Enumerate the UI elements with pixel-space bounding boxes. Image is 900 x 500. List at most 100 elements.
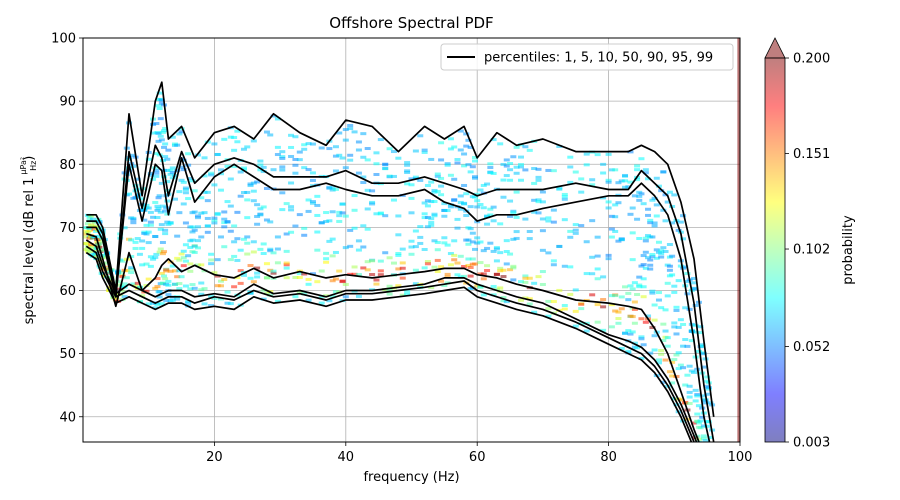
pdf-cell <box>169 298 176 302</box>
pdf-cell <box>147 210 154 214</box>
pdf-cell <box>408 177 415 181</box>
pdf-cell <box>279 191 286 195</box>
pdf-cell <box>682 265 689 269</box>
pdf-cell <box>704 454 710 457</box>
pdf-cell <box>288 230 295 234</box>
pdf-cell <box>638 264 645 268</box>
pdf-cell <box>329 279 336 283</box>
pdf-cell <box>296 213 303 217</box>
pdf-cell <box>707 461 713 464</box>
pdf-cell <box>139 197 146 201</box>
pdf-cell <box>274 261 281 265</box>
pdf-cell <box>472 156 479 160</box>
pdf-cell <box>329 237 336 241</box>
pdf-cell <box>612 309 619 313</box>
pdf-cell <box>531 167 538 171</box>
pdf-cell <box>702 439 709 442</box>
pdf-cell <box>461 164 468 168</box>
pdf-cell <box>250 280 257 284</box>
pdf-cell <box>705 386 712 390</box>
pdf-cell <box>231 136 238 140</box>
pdf-cell <box>649 326 656 330</box>
pdf-cell <box>150 177 157 181</box>
pdf-cell <box>469 165 476 169</box>
pdf-cell <box>336 269 343 273</box>
pdf-cell <box>658 255 665 259</box>
pdf-cell <box>364 188 371 192</box>
pdf-cell <box>682 338 689 342</box>
pdf-cell <box>631 300 638 304</box>
pdf-cell <box>185 301 192 305</box>
pdf-cell <box>369 202 376 206</box>
pdf-cell <box>421 216 428 220</box>
pdf-cell <box>182 284 189 288</box>
pdf-cell <box>631 341 638 345</box>
pdf-cell <box>463 214 470 218</box>
pdf-cell <box>339 156 346 160</box>
pdf-cell <box>364 227 371 231</box>
pdf-cell <box>145 241 152 245</box>
pdf-cell <box>260 288 267 292</box>
pdf-cell <box>347 158 354 162</box>
pdf-cell <box>240 191 247 195</box>
pdf-cell <box>438 184 445 188</box>
pdf-cell <box>662 219 669 223</box>
pdf-cell <box>535 175 542 179</box>
pdf-cell <box>373 162 380 166</box>
percentile-line <box>86 144 715 442</box>
pdf-cell <box>513 171 520 175</box>
pdf-cell <box>369 273 376 277</box>
pdf-cell <box>658 352 665 356</box>
pdf-cell <box>629 315 636 319</box>
pdf-cell <box>642 171 649 175</box>
pdf-cell <box>182 259 189 263</box>
pdf-cell <box>707 401 714 405</box>
pdf-cell <box>467 266 474 270</box>
pdf-cell <box>296 276 303 280</box>
pdf-cell <box>347 127 354 131</box>
pdf-cell <box>208 258 215 262</box>
pdf-cell <box>395 233 402 237</box>
pdf-cell <box>263 186 270 190</box>
pdf-cell <box>86 229 93 233</box>
pdf-cell <box>695 421 702 425</box>
pdf-cell <box>399 266 406 270</box>
pdf-cell <box>700 436 707 440</box>
pdf-cell <box>279 150 286 154</box>
pdf-cell <box>309 142 316 146</box>
pdf-cell <box>191 228 198 232</box>
pdf-cell <box>651 221 658 225</box>
pdf-cell <box>162 142 169 146</box>
pdf-cell <box>326 219 333 223</box>
pdf-cell <box>167 221 174 225</box>
pdf-cell <box>572 170 579 174</box>
pdf-cell <box>675 228 682 232</box>
pdf-cell <box>640 285 647 289</box>
pdf-cell <box>198 263 205 267</box>
pdf-cell <box>671 290 678 294</box>
pdf-cell <box>627 212 634 216</box>
pdf-cell <box>704 379 711 383</box>
pdf-cell <box>150 122 157 126</box>
pdf-cell <box>147 255 154 259</box>
pdf-cell <box>164 212 171 216</box>
pdf-cell <box>503 262 510 266</box>
pdf-cell <box>612 215 619 219</box>
pdf-cell <box>417 134 424 138</box>
pdf-cell <box>125 192 132 196</box>
pdf-cell <box>194 214 201 218</box>
plot-frame <box>82 37 741 443</box>
pdf-cell <box>263 262 270 266</box>
pdf-cell <box>666 264 673 268</box>
pdf-cell <box>438 176 445 180</box>
pdf-cell <box>467 274 474 278</box>
pdf-cell <box>664 281 671 285</box>
pdf-cell <box>373 151 380 155</box>
pdf-cell <box>615 310 622 314</box>
pdf-cell <box>301 147 308 151</box>
pdf-cell <box>161 274 168 278</box>
pdf-cell <box>382 162 389 166</box>
pdf-cell <box>342 295 349 299</box>
pdf-cell <box>417 235 424 239</box>
pdf-cell <box>395 253 402 257</box>
